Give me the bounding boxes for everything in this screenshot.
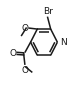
Text: N: N (60, 38, 67, 47)
Text: O: O (21, 24, 28, 33)
Text: O: O (9, 49, 16, 58)
Text: O: O (21, 66, 28, 75)
Text: Br: Br (43, 7, 53, 16)
